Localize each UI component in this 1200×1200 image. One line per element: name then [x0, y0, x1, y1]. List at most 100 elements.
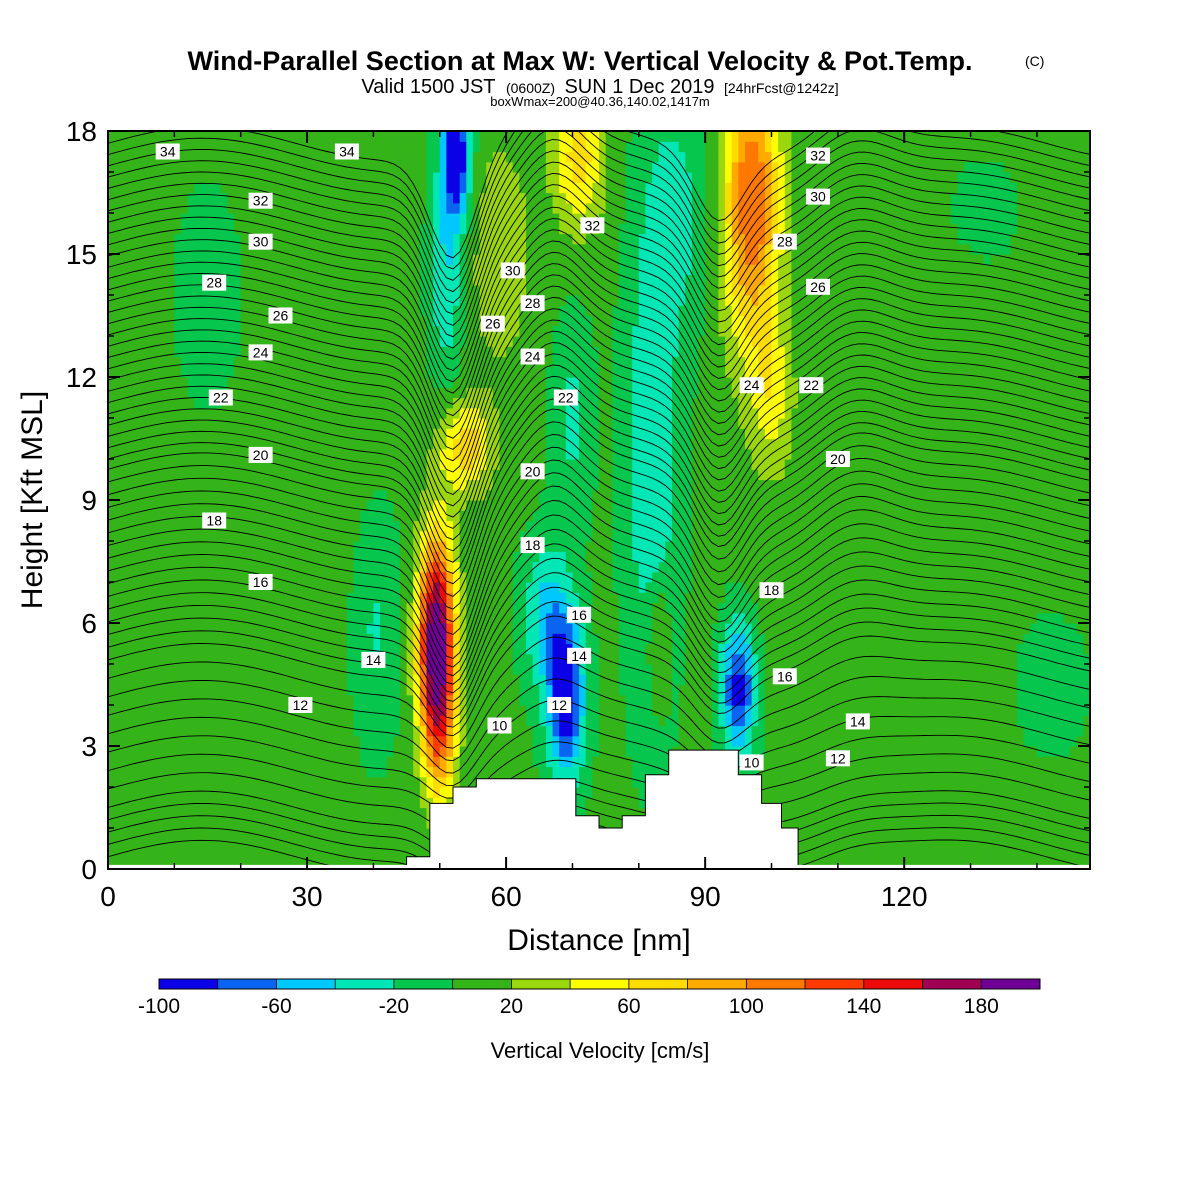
contour-label: 18: [520, 537, 545, 554]
x-tick-label: 30: [291, 881, 322, 912]
colorbar-title: Vertical Velocity [cm/s]: [491, 1038, 710, 1063]
chart-title: Wind-Parallel Section at Max W: Vertical…: [188, 46, 973, 76]
colorbar-swatch: [922, 979, 982, 989]
theta-contour: [108, 364, 1090, 541]
contour-label: 16: [772, 668, 797, 685]
theta-contour: [108, 778, 1090, 849]
terrain: [406, 749, 799, 869]
contour-label: 30: [806, 188, 830, 205]
theta-contour: [108, 485, 1090, 660]
theta-contour: [108, 741, 1090, 812]
valid-date: SUN 1 Dec 2019: [564, 76, 714, 98]
contour-label: 12: [288, 697, 313, 713]
theta-contour: [108, 720, 1090, 799]
colorbar-swatch: [452, 979, 512, 989]
contour-label: 24: [520, 348, 545, 365]
theta-contour: [108, 285, 1090, 462]
contour-label: 30: [500, 262, 525, 279]
y-tick-label: 0: [81, 854, 97, 885]
box-wmax-info: boxWmax=200@40.36,140.02,1417m: [490, 94, 710, 109]
colorbar-swatch: [159, 979, 219, 989]
theta-contour: [108, 387, 1090, 563]
contour-label: 14: [845, 713, 870, 730]
contour-label: 32: [806, 147, 830, 164]
colorbar-tick-label: 140: [846, 995, 881, 1018]
theta-contour: [108, 500, 1090, 668]
contour-label: 22: [208, 389, 233, 406]
colorbar-swatch: [335, 979, 395, 989]
copyright-mark: (C): [1025, 53, 1044, 69]
colorbar-swatch: [570, 979, 630, 989]
contour-label: 34: [155, 143, 180, 160]
theta-contour: [108, 759, 1090, 830]
theta-contour: [108, 342, 1090, 518]
theta-contour: [108, 514, 1090, 677]
colorbar-swatch: [805, 979, 865, 989]
contour-label: 18: [202, 512, 227, 529]
contour-label: 32: [580, 217, 605, 234]
contour-labels: 34 34 32 30 28 26 24 22 20 18 16 14 12 32 30 28 26 24 22 20…: [155, 143, 870, 771]
theta-contour: [108, 353, 1090, 529]
theta-contour: [108, 229, 1090, 405]
colorbar-swatch: [628, 979, 689, 989]
theta-contour: [108, 240, 1090, 417]
theta-contour: [108, 319, 1090, 496]
y-tick-label: 6: [81, 608, 97, 639]
colorbar: -100 -60 -20 20 60 100 140 180: [138, 978, 1041, 1018]
contour-label: 28: [520, 295, 545, 312]
contour-label: 18: [759, 582, 784, 599]
theta-contour: [108, 274, 1090, 450]
contour-label: 12: [825, 750, 850, 767]
theta-contour: [108, 218, 1090, 394]
theta-contour: [108, 131, 1090, 304]
theta-contour: [108, 308, 1090, 484]
theta-contour: [108, 636, 1090, 749]
x-tick-label: 90: [690, 881, 721, 912]
contour-label: 26: [268, 307, 293, 324]
x-tick-label: 120: [881, 881, 928, 912]
contour-label: 30: [248, 233, 273, 250]
x-axis-title: Distance [nm]: [507, 924, 690, 957]
theta-contour: [108, 206, 1090, 383]
theta-contour: [108, 472, 1090, 648]
theta-contour: [108, 557, 1090, 702]
y-axis-title: Height [Kft MSL]: [16, 391, 49, 609]
theta-contour: [108, 421, 1090, 597]
forecast-info: [24hrFcst@1242z]: [724, 80, 839, 96]
contour-label: 22: [799, 377, 824, 394]
contour-label: 16: [567, 606, 592, 623]
axes: 0 30 60 90 120 0 3 6 9 12 15 18: [66, 116, 1090, 912]
y-tick-label: 3: [81, 731, 97, 762]
colorbar-tick-label: 180: [964, 995, 999, 1018]
colorbar-tick-label: 60: [617, 995, 640, 1018]
theta-contour: [108, 657, 1090, 762]
theta-contour: [108, 586, 1090, 720]
colorbar-tick-label: 100: [729, 995, 764, 1018]
colorbar-swatch: [511, 979, 571, 989]
y-tick-label: 18: [66, 116, 97, 147]
theta-contour: [108, 459, 1090, 636]
y-tick-label: 9: [81, 485, 97, 516]
colorbar-swatch: [276, 979, 336, 989]
contour-label: 12: [547, 697, 572, 713]
theta-contour: [108, 699, 1090, 787]
colorbar-swatch: [746, 979, 806, 989]
valid-time: Valid 1500 JST: [361, 76, 495, 98]
contour-label: 10: [739, 754, 764, 771]
colorbar-swatch: [393, 979, 454, 989]
contour-label: 20: [825, 451, 850, 467]
contour-label: 20: [248, 446, 273, 463]
colorbar-swatch: [981, 979, 1041, 989]
theta-contour: [108, 802, 1090, 869]
contour-label: 28: [772, 233, 797, 250]
theta-contour: [108, 434, 1090, 610]
theta-contour: [108, 131, 1090, 281]
theta-contour: [108, 251, 1090, 428]
contour-label: 26: [806, 278, 830, 295]
colorbar-swatch: [217, 979, 277, 989]
y-tick-label: 15: [66, 239, 97, 270]
contour-label: 34: [334, 143, 359, 160]
contour-label: 10: [487, 717, 512, 734]
colorbar-tick-label: -20: [379, 995, 409, 1018]
